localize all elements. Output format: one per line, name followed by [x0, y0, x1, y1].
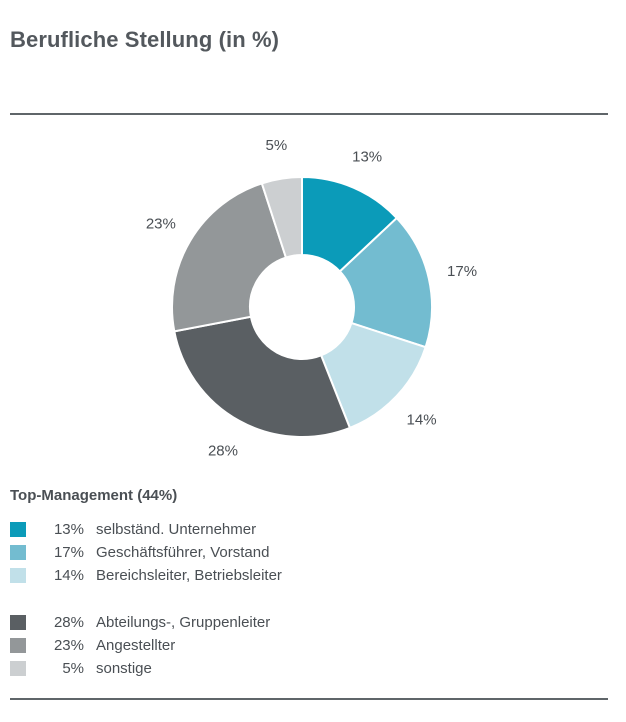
legend-heading: Top-Management (44%) — [10, 487, 178, 504]
legend-swatch — [10, 661, 26, 676]
slice-bereichsleiter-betriebsleiter — [319, 321, 427, 430]
chart-title: Berufliche Stellung (in %) — [10, 27, 280, 52]
legend-label: Angestellter — [96, 637, 176, 654]
legend-item-abteilungsleiter: 28% Abteilungs-, Gruppenleiter — [10, 611, 610, 634]
slice-label-geschaftsfuhrer-vorstand: 17% — [447, 263, 477, 280]
legend-value: 23% — [53, 637, 84, 654]
legend-item-selbstaendig: 13% selbständ. Unternehmer — [10, 518, 610, 541]
legend: 13% selbständ. Unternehmer 17% Geschäfts… — [10, 518, 610, 680]
legend-item-geschaeftsfuehrer: 17% Geschäftsführer, Vorstand — [10, 541, 610, 564]
legend-value: 14% — [53, 567, 84, 584]
legend-swatch — [10, 522, 26, 537]
legend-swatch — [10, 568, 26, 583]
slice-label-selbstand-unternehmer: 13% — [352, 148, 382, 165]
legend-label: Geschäftsführer, Vorstand — [96, 544, 270, 561]
slice-sonstige — [260, 175, 303, 259]
slice-label-bereichsleiter-betriebsleiter: 14% — [407, 411, 437, 428]
legend-item-angestellter: 23% Angestellter — [10, 634, 610, 657]
legend-label: Bereichsleiter, Betriebsleiter — [96, 567, 282, 584]
legend-value: 28% — [53, 614, 84, 631]
bottom-divider — [10, 698, 608, 700]
legend-value: 13% — [53, 521, 84, 538]
slice-abteilungs-gruppenleiter — [173, 315, 352, 438]
legend-label: selbständ. Unternehmer — [96, 521, 257, 538]
donut-chart: 13% 17% 14% 28% 23% 5% — [146, 137, 477, 460]
legend-swatch — [10, 615, 26, 630]
legend-value: 17% — [53, 544, 84, 561]
slice-label-abteilungs-gruppenleiter: 28% — [208, 443, 238, 460]
legend-value: 5% — [62, 660, 84, 677]
slice-label-sonstige: 5% — [266, 137, 288, 154]
legend-item-sonstige: 5% sonstige — [10, 657, 610, 680]
slice-geschaftsfuhrer-vorstand — [338, 216, 433, 349]
legend-swatch — [10, 545, 26, 560]
legend-swatch — [10, 638, 26, 653]
legend-item-bereichsleiter: 14% Bereichsleiter, Betriebsleiter — [10, 564, 610, 587]
slice-label-angestellter: 23% — [146, 216, 176, 233]
slice-angestellter — [171, 182, 288, 333]
top-divider — [10, 113, 608, 115]
legend-label: sonstige — [96, 660, 152, 677]
legend-label: Abteilungs-, Gruppenleiter — [96, 614, 271, 631]
